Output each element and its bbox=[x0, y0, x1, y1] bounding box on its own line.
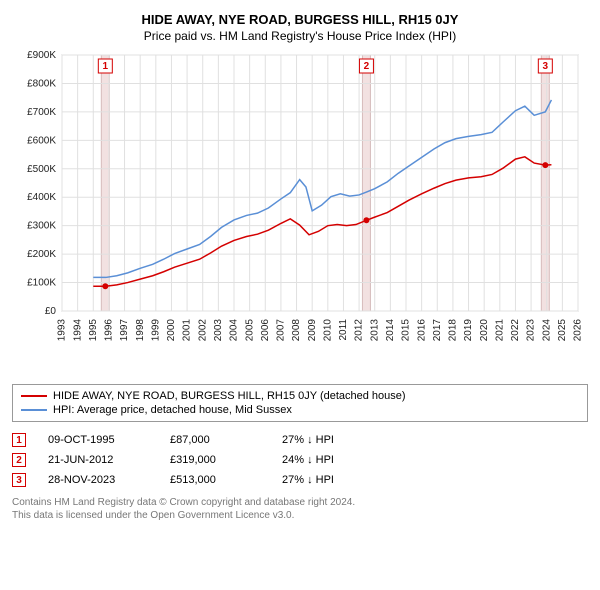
svg-text:2005: 2005 bbox=[244, 319, 255, 342]
event-badge: 3 bbox=[12, 473, 26, 487]
svg-text:2023: 2023 bbox=[526, 319, 537, 342]
legend-label: HPI: Average price, detached house, Mid … bbox=[53, 404, 292, 416]
svg-text:2003: 2003 bbox=[213, 319, 224, 342]
svg-text:£600K: £600K bbox=[27, 135, 56, 146]
event-price: £513,000 bbox=[170, 474, 260, 486]
svg-text:2004: 2004 bbox=[229, 319, 240, 342]
svg-text:£400K: £400K bbox=[27, 192, 56, 203]
svg-text:2016: 2016 bbox=[416, 319, 427, 342]
svg-text:3: 3 bbox=[543, 61, 549, 72]
svg-text:2: 2 bbox=[364, 61, 370, 72]
legend-label: HIDE AWAY, NYE ROAD, BURGESS HILL, RH15 … bbox=[53, 390, 406, 402]
svg-text:2001: 2001 bbox=[182, 319, 193, 342]
svg-text:2012: 2012 bbox=[354, 319, 365, 342]
svg-text:2018: 2018 bbox=[448, 319, 459, 342]
chart-title: HIDE AWAY, NYE ROAD, BURGESS HILL, RH15 … bbox=[12, 12, 588, 27]
svg-text:£800K: £800K bbox=[27, 78, 56, 89]
svg-text:2002: 2002 bbox=[197, 319, 208, 342]
svg-text:1994: 1994 bbox=[72, 319, 83, 342]
svg-text:2017: 2017 bbox=[432, 319, 443, 342]
footer-text: Contains HM Land Registry data © Crown c… bbox=[12, 496, 588, 522]
event-delta: 24% ↓ HPI bbox=[282, 454, 334, 466]
svg-text:£300K: £300K bbox=[27, 221, 56, 232]
svg-text:1997: 1997 bbox=[119, 319, 130, 342]
svg-text:1996: 1996 bbox=[104, 319, 115, 342]
svg-text:2011: 2011 bbox=[338, 319, 349, 341]
legend-swatch bbox=[21, 409, 47, 411]
svg-text:2000: 2000 bbox=[166, 319, 177, 342]
event-price: £319,000 bbox=[170, 454, 260, 466]
svg-text:2024: 2024 bbox=[541, 319, 552, 342]
svg-text:2021: 2021 bbox=[494, 319, 505, 342]
svg-text:£900K: £900K bbox=[27, 51, 56, 61]
svg-text:2010: 2010 bbox=[322, 319, 333, 342]
svg-text:1998: 1998 bbox=[135, 319, 146, 342]
svg-text:£0: £0 bbox=[45, 306, 57, 317]
event-date: 28-NOV-2023 bbox=[48, 474, 148, 486]
svg-text:2014: 2014 bbox=[385, 319, 396, 342]
svg-text:2007: 2007 bbox=[276, 319, 287, 342]
chart-subtitle: Price paid vs. HM Land Registry's House … bbox=[12, 29, 588, 43]
price-chart: £0 £100K £200K £300K £400K £500K £600K £700K £80… bbox=[12, 51, 588, 376]
chart-svg: £0 £100K £200K £300K £400K £500K £600K £700K £80… bbox=[12, 51, 588, 371]
svg-text:1999: 1999 bbox=[150, 319, 161, 342]
footer-line: Contains HM Land Registry data © Crown c… bbox=[12, 496, 588, 509]
legend-box: HIDE AWAY, NYE ROAD, BURGESS HILL, RH15 … bbox=[12, 384, 588, 422]
svg-text:2019: 2019 bbox=[463, 319, 474, 342]
svg-text:2026: 2026 bbox=[573, 319, 584, 342]
svg-text:2022: 2022 bbox=[510, 319, 521, 342]
svg-text:£700K: £700K bbox=[27, 107, 56, 118]
event-delta: 27% ↓ HPI bbox=[282, 474, 334, 486]
svg-text:£100K: £100K bbox=[27, 278, 56, 289]
svg-text:2009: 2009 bbox=[307, 319, 318, 342]
svg-text:1993: 1993 bbox=[57, 319, 68, 342]
event-badge: 2 bbox=[12, 453, 26, 467]
legend-row: HIDE AWAY, NYE ROAD, BURGESS HILL, RH15 … bbox=[21, 389, 579, 403]
event-row: 3 28-NOV-2023 £513,000 27% ↓ HPI bbox=[12, 470, 588, 490]
svg-text:2008: 2008 bbox=[291, 319, 302, 342]
svg-text:2015: 2015 bbox=[401, 319, 412, 342]
event-row: 1 09-OCT-1995 £87,000 27% ↓ HPI bbox=[12, 430, 588, 450]
svg-text:£500K: £500K bbox=[27, 164, 56, 175]
event-row: 2 21-JUN-2012 £319,000 24% ↓ HPI bbox=[12, 450, 588, 470]
event-price: £87,000 bbox=[170, 434, 260, 446]
svg-text:1995: 1995 bbox=[88, 319, 99, 342]
event-delta: 27% ↓ HPI bbox=[282, 434, 334, 446]
svg-text:£200K: £200K bbox=[27, 249, 56, 260]
event-date: 09-OCT-1995 bbox=[48, 434, 148, 446]
footer-line: This data is licensed under the Open Gov… bbox=[12, 509, 588, 522]
svg-text:1: 1 bbox=[103, 61, 109, 72]
svg-text:2013: 2013 bbox=[369, 319, 380, 342]
event-date: 21-JUN-2012 bbox=[48, 454, 148, 466]
legend-row: HPI: Average price, detached house, Mid … bbox=[21, 403, 579, 417]
svg-text:2020: 2020 bbox=[479, 319, 490, 342]
events-table: 1 09-OCT-1995 £87,000 27% ↓ HPI 2 21-JUN… bbox=[12, 430, 588, 490]
event-badge: 1 bbox=[12, 433, 26, 447]
legend-swatch bbox=[21, 395, 47, 397]
svg-text:2006: 2006 bbox=[260, 319, 271, 342]
svg-text:2025: 2025 bbox=[557, 319, 568, 342]
